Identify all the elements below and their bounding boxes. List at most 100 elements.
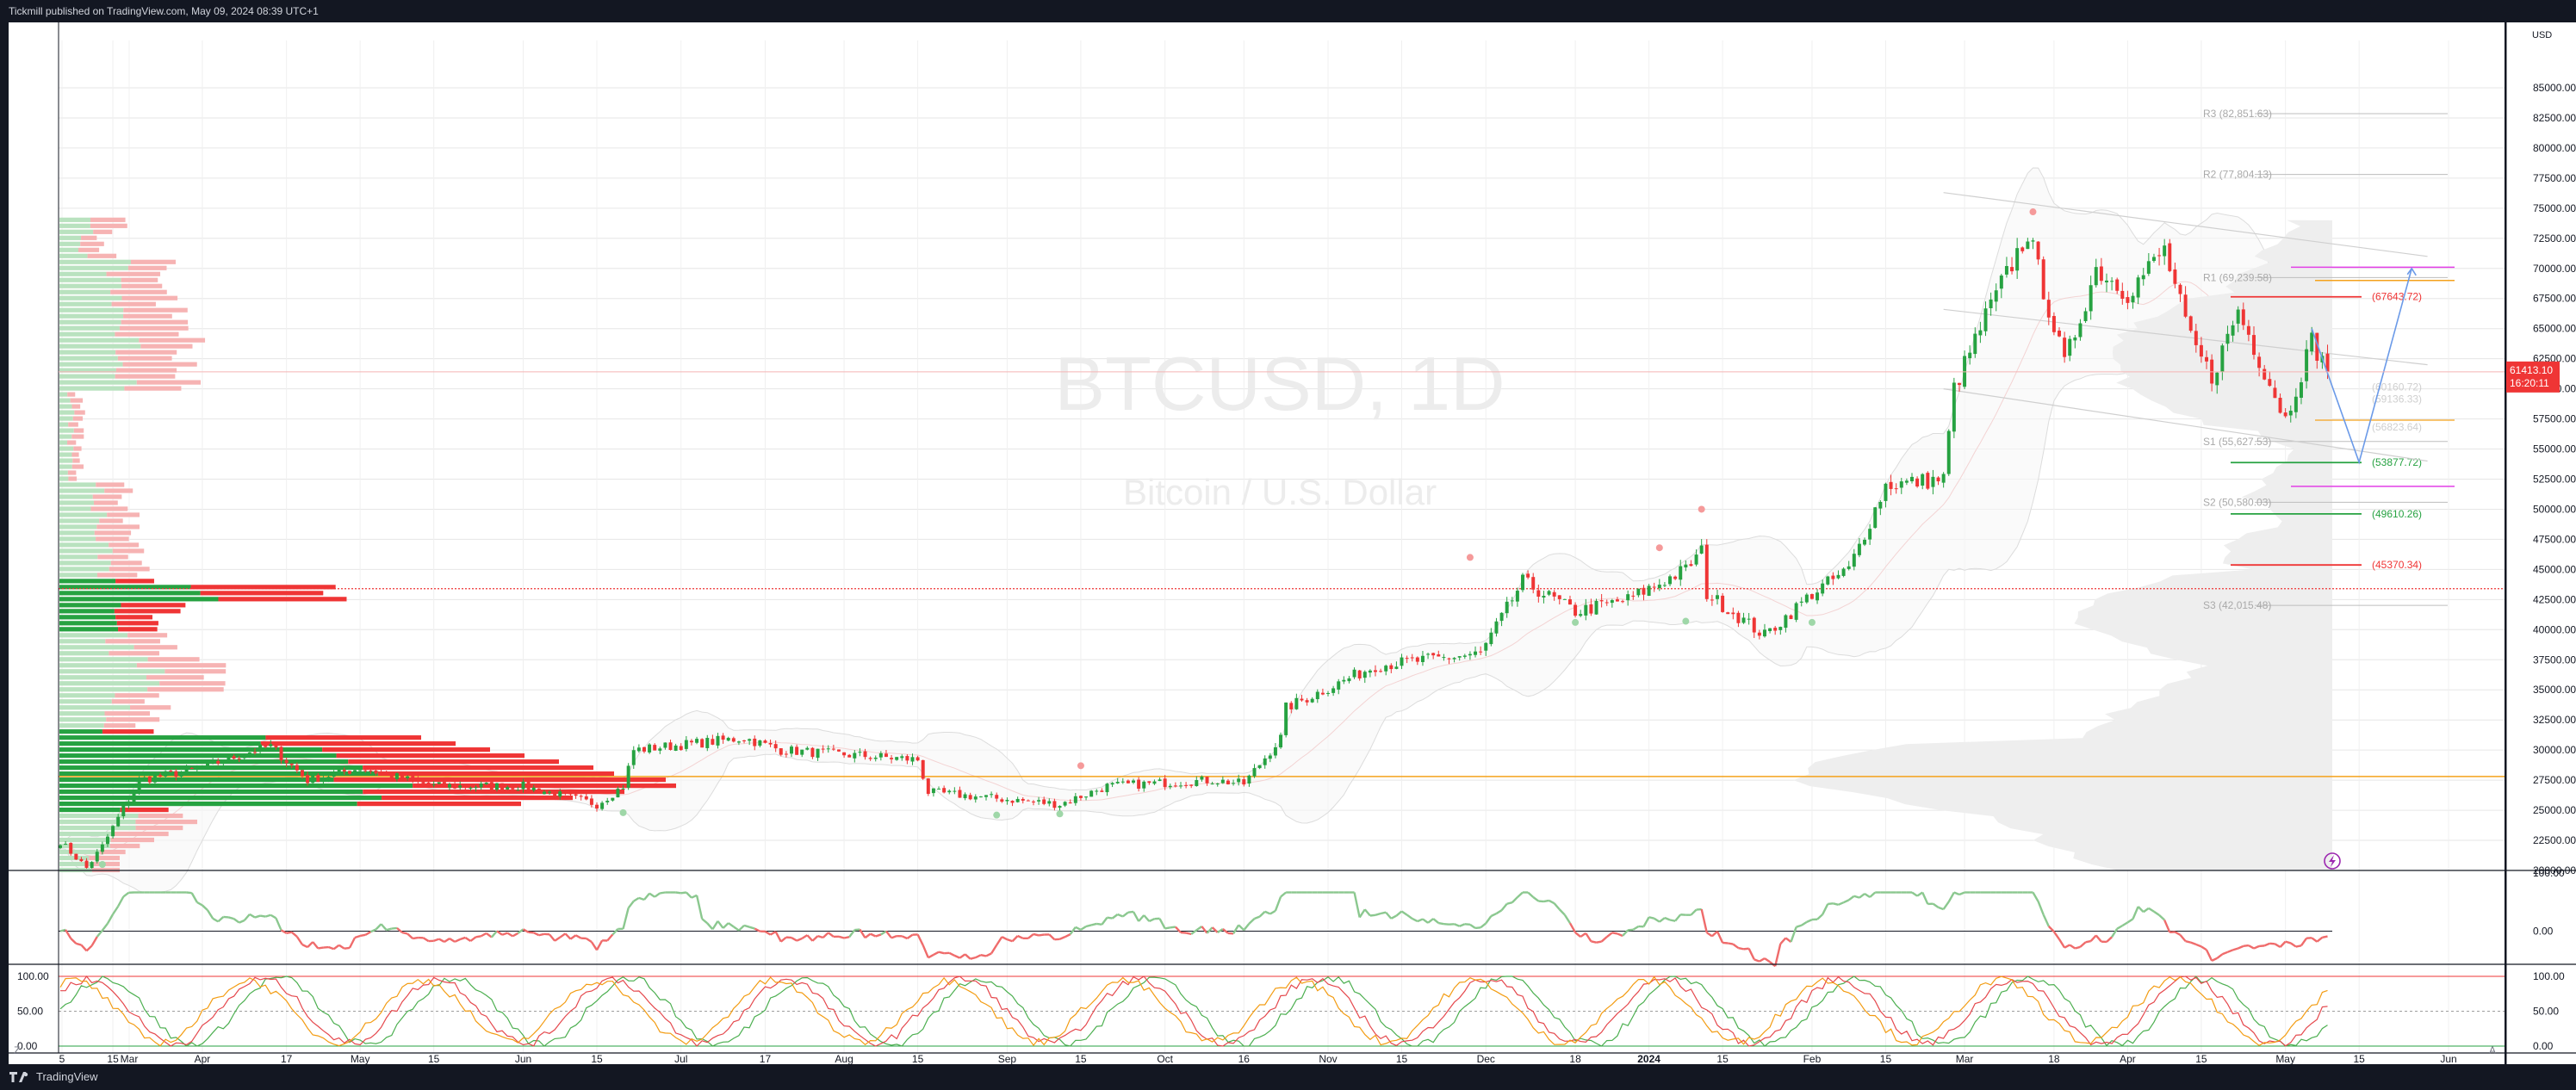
osc1-seg	[564, 932, 572, 940]
candle-body	[1073, 796, 1077, 803]
vp-down-bar	[159, 681, 226, 686]
candle-body	[1836, 574, 1840, 579]
osc1-seg	[1059, 936, 1066, 940]
candle-body	[1158, 779, 1162, 782]
lightning-icon[interactable]	[2324, 852, 2341, 870]
vp-down-bar	[127, 265, 167, 270]
auto-scale-button[interactable]: A	[2489, 1044, 2496, 1056]
vp-up-bar	[59, 476, 69, 481]
osc1-seg	[1648, 916, 1654, 920]
candle-body	[1179, 785, 1182, 787]
osc1-seg	[848, 929, 856, 938]
vp-down-bar	[90, 217, 126, 222]
osc1-seg	[864, 932, 872, 939]
candle-body	[1326, 692, 1330, 694]
vp-down-bar	[96, 573, 138, 578]
vp-down-bar	[348, 759, 559, 765]
price-tick-11: 57500.00	[2533, 413, 2576, 425]
price-tick-7: 67500.00	[2533, 293, 2576, 305]
vp-down-bar	[67, 470, 77, 475]
osc1-seg	[270, 913, 277, 920]
candle-body	[2173, 269, 2177, 284]
osc1-seg	[375, 923, 382, 931]
osc1-seg	[2047, 926, 2055, 932]
candle-body	[158, 775, 163, 777]
candle-body	[1000, 799, 1004, 802]
candle-body	[990, 794, 994, 796]
osc1-seg	[207, 909, 214, 920]
osc1-seg	[764, 930, 772, 936]
candle-body	[1331, 688, 1336, 693]
vp-up-bar	[59, 609, 115, 614]
price-axis[interactable]: USD 85000.00 82500.00 80000.00 77500.00 75000…	[2532, 30, 2576, 876]
vp-up-bar	[59, 404, 72, 409]
candle-body	[847, 754, 852, 758]
osc1-seg	[654, 892, 661, 898]
osc1-seg	[1548, 899, 1555, 905]
osc1-seg	[117, 895, 125, 907]
candle-body	[1173, 785, 1177, 787]
osc1-seg	[633, 896, 640, 902]
osc2-left-tick-1: 50.00	[17, 1006, 43, 1018]
trend-line-2	[1943, 388, 2428, 462]
osc1-seg	[1853, 895, 1860, 899]
vp-down-bar	[164, 669, 227, 674]
candle-body	[1110, 783, 1114, 785]
candle-body	[1721, 595, 1725, 612]
candle-body	[1499, 612, 1504, 622]
vp-down-bar	[413, 783, 676, 789]
candle-body	[511, 788, 515, 790]
vp-down-bar	[140, 344, 193, 349]
candle-body	[1515, 591, 1519, 602]
vp-down-bar	[121, 283, 163, 288]
candle-body	[116, 816, 121, 827]
candle-body	[816, 748, 820, 759]
vp-up-bar	[59, 597, 219, 602]
osc1-seg	[2285, 940, 2292, 944]
osc1-seg	[964, 953, 971, 960]
osc1-seg	[2279, 940, 2287, 948]
vp-up-bar	[59, 699, 112, 704]
osc1-seg	[286, 931, 292, 935]
candle-body	[1431, 653, 1436, 656]
vp-up-bar	[59, 777, 334, 783]
candle-body	[1857, 543, 1861, 555]
osc1-seg	[1500, 902, 1508, 912]
publish-text: Tickmill published on TradingView.com, M…	[9, 5, 319, 17]
osc1-seg	[2238, 944, 2244, 950]
trend-line-0	[1943, 192, 2428, 257]
candle-body	[978, 796, 983, 798]
candle-body	[1547, 591, 1551, 595]
osc1-seg	[486, 932, 493, 938]
vp-up-bar	[59, 615, 116, 620]
time-label-17: Nov	[1319, 1053, 1337, 1064]
candle-body	[689, 740, 693, 743]
osc1-seg	[318, 946, 324, 950]
brand-name: TradingView	[36, 1070, 98, 1083]
osc1-seg	[2126, 918, 2134, 924]
candle-body	[1347, 678, 1351, 682]
candle-body	[1784, 615, 1788, 629]
osc1-seg	[1958, 891, 1965, 896]
vp-down-bar	[87, 253, 117, 258]
zoom-button[interactable]: Z	[14, 1044, 20, 1056]
fractal-dot-1	[619, 808, 627, 816]
candle-body	[873, 757, 878, 759]
candle-body	[1257, 765, 1262, 769]
osc1-seg	[307, 941, 314, 948]
chart-area[interactable]: BTCUSD, 1D Bitcoin / U.S. Dollar R3 (82,…	[0, 22, 2576, 1064]
osc1-seg	[1164, 926, 1170, 930]
candle-body	[863, 751, 867, 758]
candle-body	[626, 765, 630, 788]
candle-body	[1242, 779, 1246, 785]
horizontal-levels: R3 (82,851.63) R2 (77,804.13) R1 (69,239.5…	[59, 108, 2505, 777]
osc1-seg	[1838, 901, 1845, 906]
tradingview-logo[interactable]: TradingView	[9, 1064, 98, 1090]
time-label-21: 2024	[1637, 1053, 1660, 1064]
time-label-10: 17	[760, 1053, 772, 1064]
osc1-seg	[801, 934, 808, 940]
candle-body	[59, 845, 62, 848]
vp-down-bar	[90, 506, 128, 511]
candle-body	[2257, 356, 2262, 368]
